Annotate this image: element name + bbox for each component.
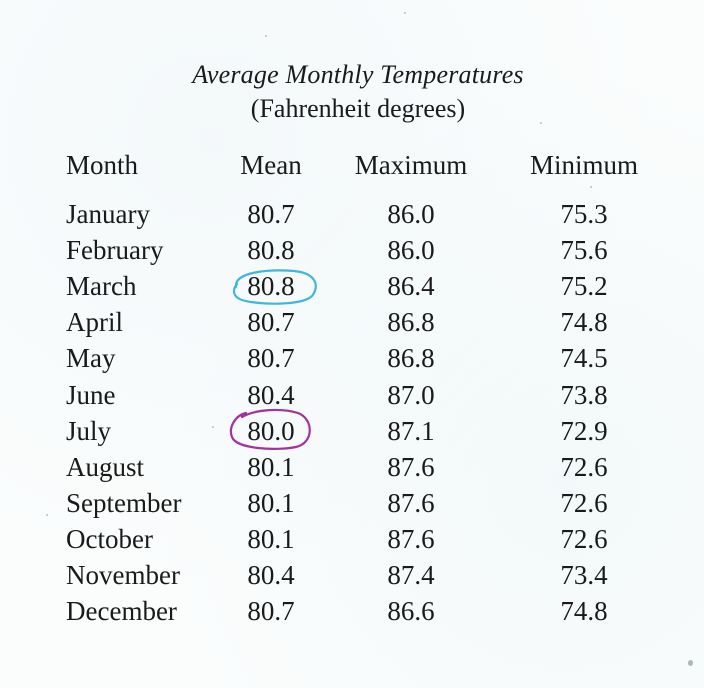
row-minimum: 72.9 bbox=[560, 416, 608, 446]
row-maximum: 87.6 bbox=[387, 452, 435, 482]
row-minimum: 73.4 bbox=[560, 560, 608, 590]
row-month: November bbox=[66, 560, 180, 590]
row-maximum: 87.0 bbox=[387, 380, 435, 410]
row-mean: 80.8 bbox=[247, 271, 295, 301]
row-maximum: 87.6 bbox=[387, 488, 435, 518]
row-month: February bbox=[66, 235, 164, 265]
row-mean: 80.7 bbox=[247, 199, 295, 229]
header-month: Month bbox=[66, 150, 139, 180]
table-title: Average Monthly Temperatures bbox=[192, 60, 524, 89]
row-mean: 80.1 bbox=[247, 452, 295, 482]
row-mean: 80.7 bbox=[247, 596, 295, 626]
row-maximum: 86.8 bbox=[387, 343, 435, 373]
row-month: October bbox=[66, 524, 153, 554]
row-mean: 80.0 bbox=[247, 416, 295, 446]
row-minimum: 73.8 bbox=[560, 380, 608, 410]
row-month: December bbox=[66, 596, 177, 626]
row-maximum: 87.1 bbox=[387, 416, 435, 446]
header-maximum: Maximum bbox=[354, 150, 468, 180]
row-maximum: 87.6 bbox=[387, 524, 435, 554]
row-mean: 80.7 bbox=[247, 307, 295, 337]
row-month: May bbox=[66, 343, 116, 373]
row-month: September bbox=[66, 488, 182, 518]
row-minimum: 74.8 bbox=[560, 307, 608, 337]
row-month: August bbox=[66, 452, 145, 482]
row-month: June bbox=[66, 380, 116, 410]
row-month: March bbox=[66, 271, 137, 301]
row-mean: 80.4 bbox=[247, 560, 295, 590]
table-subtitle: (Fahrenheit degrees) bbox=[250, 94, 466, 123]
row-minimum: 75.3 bbox=[560, 199, 608, 229]
row-month: April bbox=[66, 307, 123, 337]
row-maximum: 86.4 bbox=[387, 271, 435, 301]
row-minimum: 74.5 bbox=[560, 343, 608, 373]
row-maximum: 86.8 bbox=[387, 307, 435, 337]
header-minimum: Minimum bbox=[529, 150, 638, 180]
row-minimum: 75.6 bbox=[560, 235, 608, 265]
row-mean: 80.7 bbox=[247, 343, 295, 373]
header-mean: Mean bbox=[240, 150, 302, 180]
row-mean: 80.1 bbox=[247, 488, 295, 518]
row-minimum: 75.2 bbox=[560, 271, 608, 301]
row-minimum: 74.8 bbox=[560, 596, 608, 626]
row-minimum: 72.6 bbox=[560, 452, 608, 482]
row-minimum: 72.6 bbox=[560, 488, 608, 518]
row-maximum: 86.6 bbox=[387, 596, 435, 626]
row-maximum: 86.0 bbox=[387, 199, 435, 229]
row-mean: 80.1 bbox=[247, 524, 295, 554]
row-mean: 80.8 bbox=[247, 235, 295, 265]
row-mean: 80.4 bbox=[247, 380, 295, 410]
row-month: January bbox=[66, 199, 150, 229]
row-month: July bbox=[66, 416, 112, 446]
row-minimum: 72.6 bbox=[560, 524, 608, 554]
row-maximum: 87.4 bbox=[387, 560, 435, 590]
row-maximum: 86.0 bbox=[387, 235, 435, 265]
